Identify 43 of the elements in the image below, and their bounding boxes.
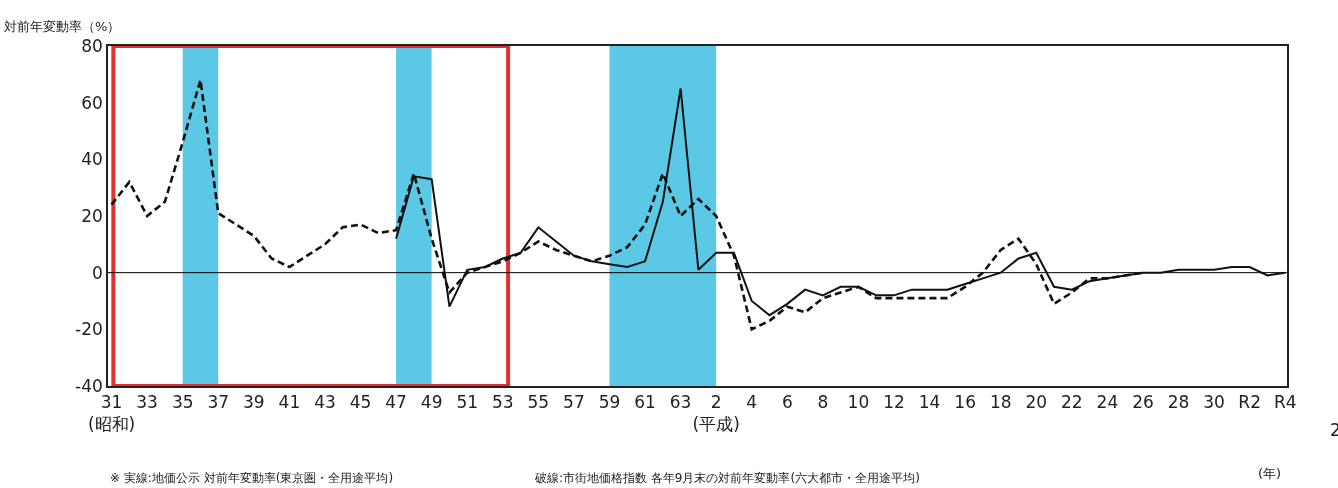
x-tick-label: 63 xyxy=(669,392,692,413)
x-tick-label: 16 xyxy=(954,392,976,413)
x-tick-label: 39 xyxy=(243,392,265,413)
x-tick-label: 41 xyxy=(278,392,301,413)
x-tick-label: 59 xyxy=(598,392,621,413)
x-tick-label: 20 xyxy=(1025,392,1048,413)
x-tick-label: 43 xyxy=(314,392,336,413)
x-tick-label: 35 xyxy=(171,392,194,413)
x-tick-label: 14 xyxy=(918,392,941,413)
x-tick-label: 61 xyxy=(634,392,656,413)
x-tick-label: 49 xyxy=(420,392,443,413)
y-tick-label: 20 xyxy=(81,205,103,226)
x-tick-label: 51 xyxy=(456,392,479,413)
x-tick-label: 30 xyxy=(1203,392,1225,413)
text: ※ 実線:地価公示 対前年変動率(東京圏・全用途平均) xyxy=(110,471,394,485)
text: 破線:市街地価格指数 各年9月末の対前年変動率(六大都市・全用途平均) xyxy=(534,471,920,485)
x-tick-label: 8 xyxy=(817,392,829,413)
x-tick-label: 24 xyxy=(1096,392,1119,413)
x-tick-label: R4 xyxy=(1273,392,1297,413)
x-tick-label: 2 (平成) xyxy=(692,392,740,435)
x-tick-label: 47 xyxy=(385,392,407,413)
x-tick-label: 6 xyxy=(781,392,793,413)
x-tick-label: 26 xyxy=(1132,392,1154,413)
x-tick-label: 12 xyxy=(883,392,905,413)
y-tick-label: 60 xyxy=(81,92,103,113)
x-tick-label: 18 xyxy=(989,392,1012,413)
x-tick-label: 55 xyxy=(527,392,550,413)
x-tick-label: 28 xyxy=(1167,392,1190,413)
y-axis-title: 対前年変動率（%） xyxy=(4,19,121,34)
y-tick-label: 80 xyxy=(81,35,103,56)
y-tick-label: -20 xyxy=(75,319,103,340)
y-tick-label: 40 xyxy=(81,149,103,170)
x-tick-label: 10 xyxy=(847,392,870,413)
x-tick-label: 37 xyxy=(207,392,230,413)
x-tick-label: 22 xyxy=(1061,392,1083,413)
x-tick-label: R2 xyxy=(1238,392,1261,413)
x-tick-label: 45 xyxy=(349,392,372,413)
y-tick-label: 0 xyxy=(92,262,103,283)
x-axis-title: (年) xyxy=(1258,466,1282,481)
x-tick-label: 53 xyxy=(491,392,514,413)
x-tick-label: 4 xyxy=(746,392,758,413)
x-tick-label: 57 xyxy=(563,392,585,413)
x-tick-label: 33 xyxy=(136,392,158,413)
